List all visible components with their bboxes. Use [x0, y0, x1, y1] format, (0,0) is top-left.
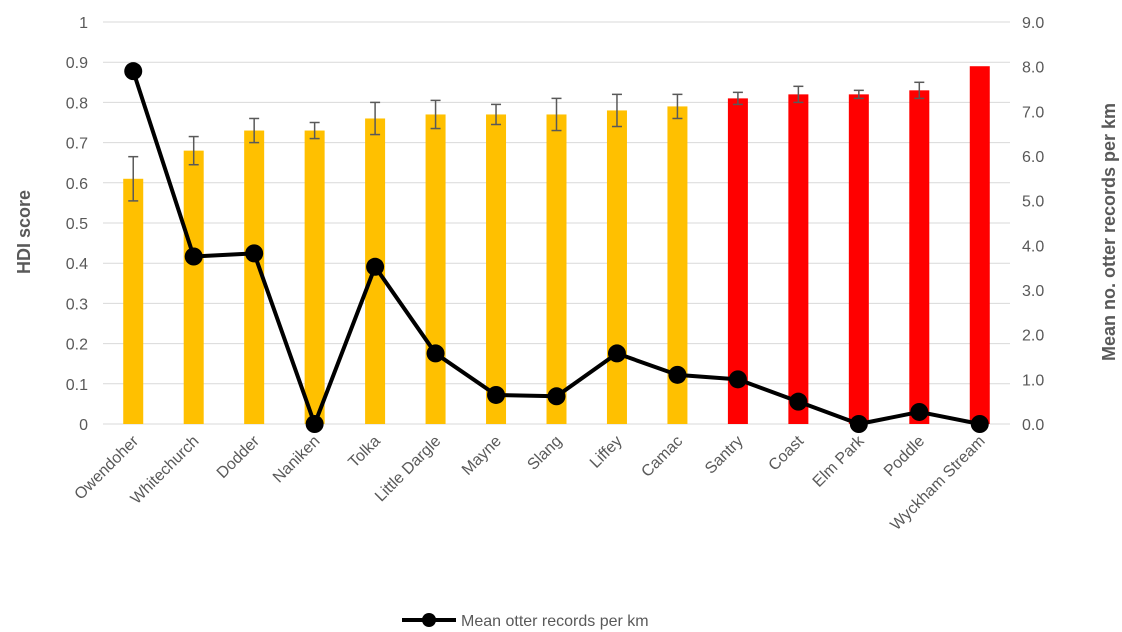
x-tick-label: Poddle: [881, 433, 928, 480]
line-point: [184, 247, 203, 266]
bar: [244, 130, 265, 425]
line-point: [305, 415, 324, 433]
left-axis-title: HDI score: [14, 190, 34, 274]
legend-marker: [422, 613, 436, 627]
bar: [304, 130, 325, 425]
x-tick-label: Mayne: [459, 433, 505, 479]
line-point: [245, 244, 264, 263]
error-bars: [128, 81, 925, 202]
legend: Mean otter records per km: [402, 613, 649, 630]
right-tick-label: 7.0: [1022, 104, 1044, 121]
left-tick-label: 0.8: [66, 95, 88, 112]
left-tick-label: 0.1: [66, 377, 88, 394]
x-tick-label: Elm Park: [810, 432, 869, 491]
line-point: [849, 415, 868, 433]
x-tick-label: Coast: [766, 432, 808, 474]
right-tick-label: 8.0: [1022, 60, 1044, 77]
line-point: [728, 370, 747, 389]
right-tick-label: 2.0: [1022, 328, 1044, 345]
line-point: [366, 257, 385, 276]
bar: [546, 114, 567, 425]
bar: [425, 114, 446, 425]
x-tick-label: Little Dargle: [372, 433, 444, 505]
right-tick-label: 6.0: [1022, 149, 1044, 166]
left-tick-label: 0.2: [66, 337, 88, 354]
right-axis-title: Mean no. otter records per km: [1099, 103, 1119, 361]
bar: [727, 98, 748, 424]
x-tick-label: Slang: [524, 433, 565, 474]
legend-label: Mean otter records per km: [461, 613, 649, 630]
left-tick-label: 0.9: [66, 55, 88, 72]
x-tick-label: Naniken: [270, 433, 324, 487]
line-point: [607, 344, 626, 363]
line-point: [426, 344, 445, 363]
hdi-bars: [123, 66, 990, 425]
x-tick-label: Tolka: [345, 433, 384, 472]
line-point: [789, 392, 808, 411]
right-tick-label: 3.0: [1022, 283, 1044, 300]
right-tick-label: 9.0: [1022, 15, 1044, 32]
left-tick-label: 0.5: [66, 216, 88, 233]
left-tick-label: 0.6: [66, 176, 88, 193]
bar: [788, 94, 809, 425]
right-tick-label: 1.0: [1022, 372, 1044, 389]
left-tick-label: 0: [79, 417, 88, 434]
right-axis-ticks: 0.0 1.0 2.0 3.0 4.0 5.0 6.0 7.0 8.0 9.0: [1022, 15, 1044, 434]
left-tick-label: 0.4: [66, 256, 88, 273]
right-tick-label: 0.0: [1022, 417, 1044, 434]
bar: [969, 66, 990, 424]
line-point: [487, 385, 506, 404]
left-tick-label: 0.7: [66, 136, 88, 153]
line-point: [668, 365, 687, 384]
left-tick-label: 0.3: [66, 296, 88, 313]
left-axis-ticks: 0 0.1 0.2 0.3 0.4 0.5 0.6 0.7 0.8 0.9 1: [66, 15, 88, 434]
line-point: [970, 415, 989, 433]
x-tick-label: Santry: [702, 433, 747, 478]
line-point: [124, 62, 143, 81]
bar: [909, 90, 930, 424]
line-point: [547, 387, 566, 406]
x-tick-label: Camac: [638, 433, 686, 481]
bar: [123, 178, 144, 424]
line-point: [910, 402, 929, 421]
bar: [606, 110, 627, 424]
x-tick-label: Liffey: [587, 433, 626, 472]
right-tick-label: 4.0: [1022, 238, 1044, 255]
bar: [486, 114, 507, 425]
otter-line: [124, 62, 989, 433]
left-tick-label: 1: [79, 15, 88, 32]
x-tick-label: Dodder: [214, 432, 264, 482]
bar: [183, 150, 204, 424]
bar: [667, 106, 688, 425]
right-tick-label: 5.0: [1022, 194, 1044, 211]
bar: [848, 94, 869, 425]
